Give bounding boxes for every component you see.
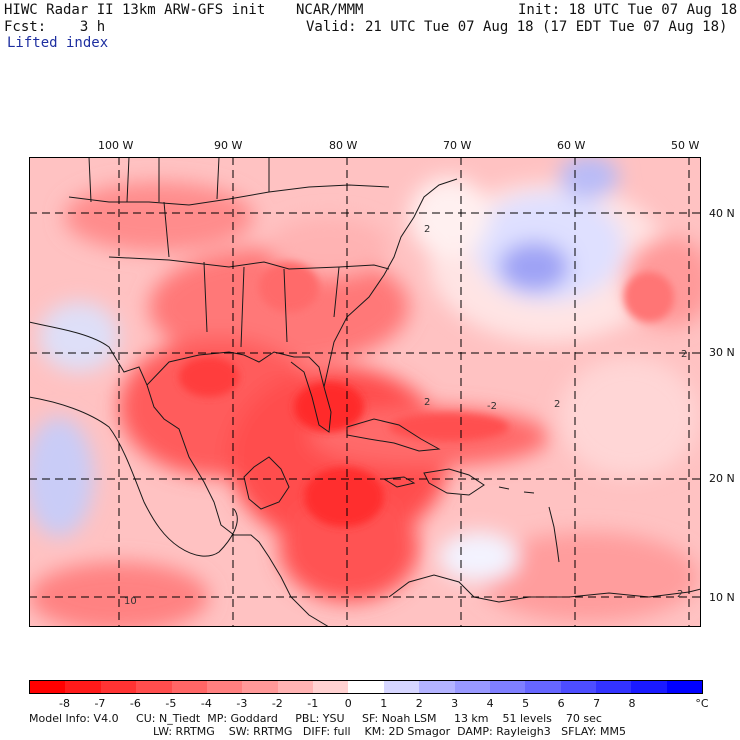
field-name: Lifted index <box>7 35 109 51</box>
colorbar-tick-label: -4 <box>200 697 212 710</box>
colorbar-swatch <box>596 681 632 693</box>
colorbar-tick-label: -2 <box>271 697 283 710</box>
colorbar-tick-label: 0 <box>344 697 352 710</box>
colorbar-swatch <box>136 681 172 693</box>
colorbar-swatch <box>666 681 703 693</box>
colorbar-swatch <box>560 681 596 693</box>
field-shading <box>29 157 701 627</box>
init-time: Init: 18 UTC Tue 07 Aug 18 <box>518 2 738 18</box>
colorbar-tick-label: 1 <box>380 697 388 710</box>
colorbar-swatch <box>631 681 667 693</box>
colorbar-tick-label: -5 <box>165 697 177 710</box>
contour-label: -2 <box>487 401 497 412</box>
colorbar-tick-label: 4 <box>486 697 494 710</box>
lon-label-90w: 90 W <box>214 139 243 152</box>
colorbar-tick-label: 7 <box>593 697 601 710</box>
lon-label-50w: 50 W <box>671 139 700 152</box>
colorbar-swatch <box>242 681 278 693</box>
colorbar-swatch <box>454 681 490 693</box>
field-detail <box>179 262 674 527</box>
lon-label-70w: 70 W <box>443 139 472 152</box>
colorbar-swatch <box>277 681 313 693</box>
colorbar-tick-label: 2 <box>415 697 423 710</box>
colorbar-swatch <box>100 681 137 693</box>
lon-label-100w: 100 W <box>98 139 134 152</box>
colorbar-swatch <box>65 681 101 693</box>
lat-label-30n: 30 N <box>709 346 735 359</box>
contour-label: 2 <box>424 224 430 235</box>
lifted-index-map: 2 2 2 2 2 10 -2 <box>29 157 701 627</box>
colorbar-tick-label: -8 <box>58 697 70 710</box>
lat-label-20n: 20 N <box>709 472 735 485</box>
contour-label: 2 <box>677 589 683 600</box>
lat-label-40n: 40 N <box>709 207 735 220</box>
contour-label: 2 <box>554 399 560 410</box>
colorbar-swatch <box>348 681 384 693</box>
center-label: NCAR/MMM <box>296 2 364 18</box>
colorbar-swatch <box>313 681 349 693</box>
forecast-hour: Fcst: 3 h <box>4 19 106 35</box>
colorbar-tick-label: -1 <box>307 697 319 710</box>
contour-label-group: 2 2 2 2 2 10 -2 <box>124 224 687 607</box>
colorbar-unit: °C <box>695 697 709 710</box>
model-title: HIWC Radar II 13km ARW-GFS init <box>4 2 266 18</box>
colorbar-swatch <box>30 681 66 693</box>
graticule <box>29 157 701 627</box>
colorbar-tick-label: -3 <box>236 697 248 710</box>
lon-label-80w: 80 W <box>329 139 358 152</box>
colorbar-swatch <box>419 681 455 693</box>
colorbar-tick-label: 6 <box>557 697 565 710</box>
colorbar-swatch <box>489 681 526 693</box>
colorbar-swatch <box>525 681 561 693</box>
colorbar-swatch <box>383 681 420 693</box>
map-frame <box>29 157 701 627</box>
colorbar-tick-label: -6 <box>129 697 141 710</box>
contour-label: 2 <box>681 349 687 360</box>
colorbar-tick-label: 3 <box>451 697 459 710</box>
colorbar-tick-label: 5 <box>522 697 530 710</box>
lat-label-10n: 10 N <box>709 591 735 604</box>
contour-label: 10 <box>124 596 137 607</box>
colorbar-tick-label: -7 <box>94 697 106 710</box>
valid-time: Valid: 21 UTC Tue 07 Aug 18 (17 EDT Tue … <box>306 19 728 35</box>
colorbar <box>29 680 703 694</box>
model-info-line2: LW: RRTMG SW: RRTMG DIFF: full KM: 2D Sm… <box>153 725 626 738</box>
lon-label-60w: 60 W <box>557 139 586 152</box>
colorbar-swatch <box>171 681 207 693</box>
colorbar-swatch <box>206 681 243 693</box>
model-info-line1: Model Info: V4.0 CU: N_Tiedt MP: Goddard… <box>29 712 602 725</box>
contour-label: 2 <box>424 397 430 408</box>
colorbar-tick-label: 8 <box>628 697 636 710</box>
